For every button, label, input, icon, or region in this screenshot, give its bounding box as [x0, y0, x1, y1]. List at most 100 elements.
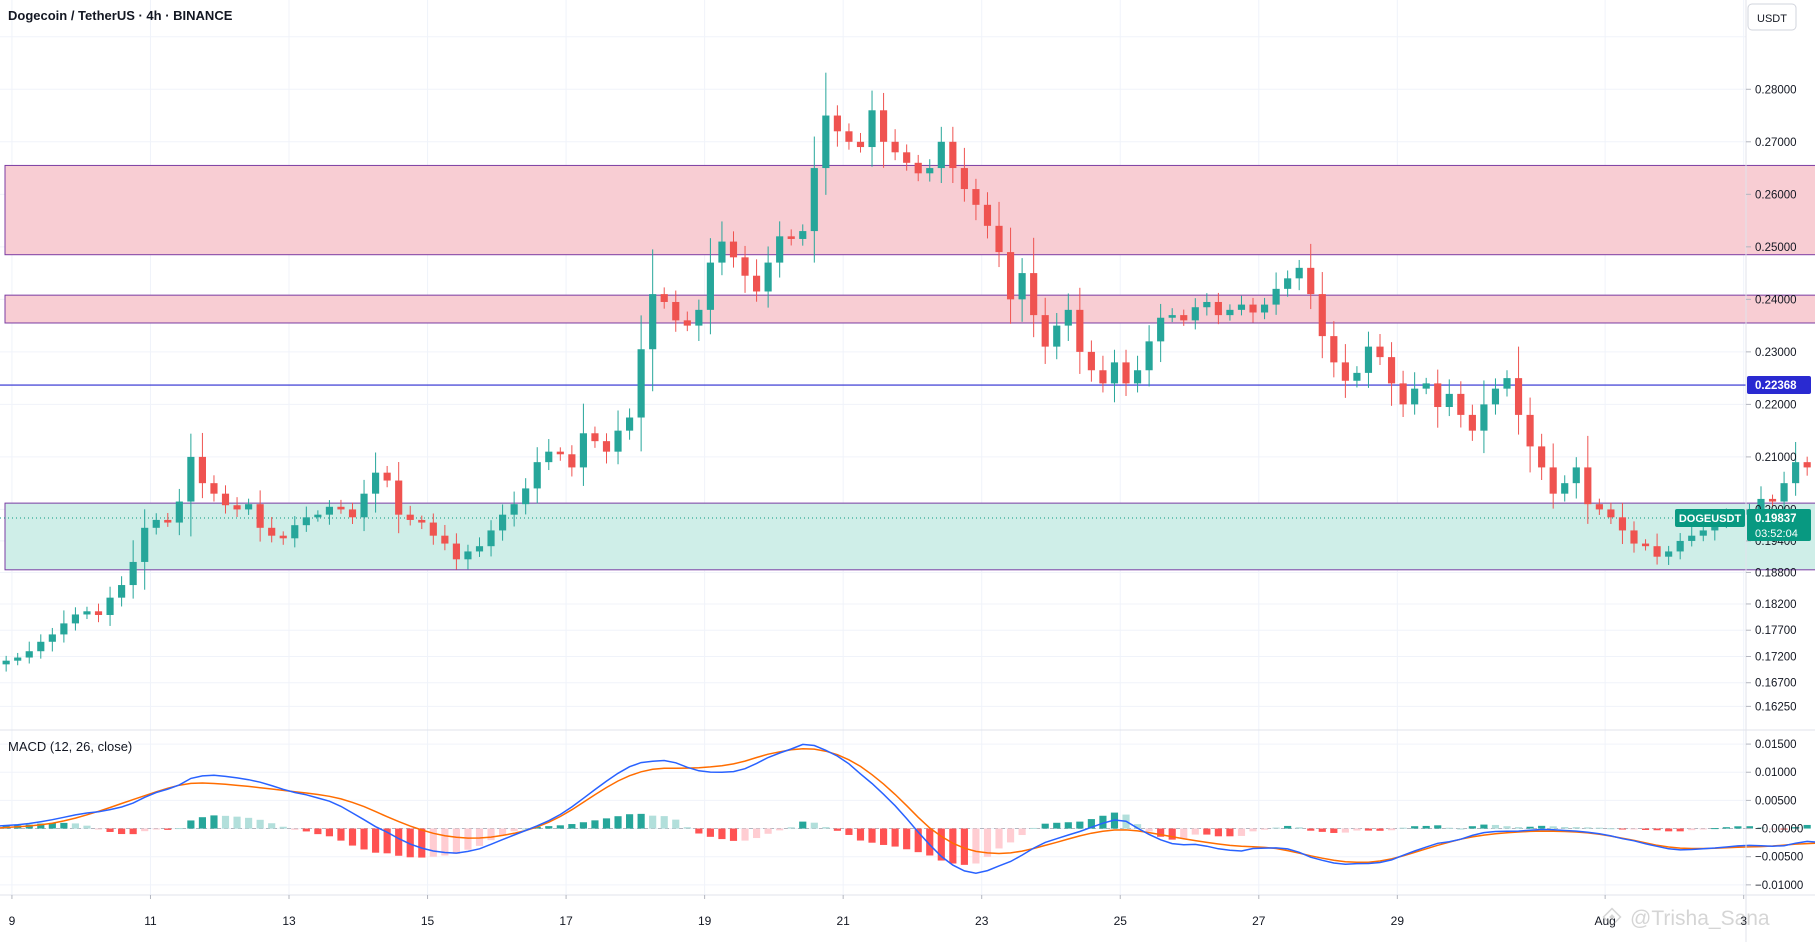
candle	[187, 433, 195, 537]
histogram-bar	[1514, 827, 1523, 829]
candle	[1203, 293, 1211, 316]
level-price-badge[interactable]	[1747, 376, 1811, 395]
candle	[452, 533, 460, 570]
candle-body	[1434, 383, 1442, 408]
candle	[833, 105, 841, 147]
histogram-bar	[637, 813, 645, 829]
candle	[891, 129, 899, 161]
price-tick-label: 0.17700	[1755, 625, 1797, 637]
candle-body	[556, 451, 564, 455]
histogram-bar	[198, 817, 206, 829]
candle-body	[649, 294, 657, 350]
candle-body	[94, 611, 103, 615]
candle-body	[71, 614, 80, 624]
histogram-bar	[1584, 827, 1592, 829]
candle-body	[1203, 301, 1211, 308]
histogram-bar	[1538, 825, 1546, 829]
candle-body	[1053, 325, 1061, 347]
histogram-bar	[187, 820, 195, 829]
candle-body	[418, 519, 426, 523]
signal-line	[0, 747, 1815, 864]
candle	[1480, 380, 1488, 454]
candle-body	[348, 509, 357, 518]
candle	[856, 132, 865, 153]
histogram-bar	[245, 817, 253, 829]
candle	[1445, 379, 1453, 417]
candle-body	[1514, 378, 1523, 415]
candle-body	[360, 493, 368, 518]
candle-body	[1792, 462, 1800, 484]
candle-body	[152, 519, 160, 528]
price-tick-label: 0.28000	[1755, 84, 1797, 96]
candle-body	[718, 241, 726, 263]
candle	[753, 259, 761, 302]
histogram-bar	[1041, 823, 1049, 829]
candle	[776, 221, 784, 278]
histogram-bar	[1272, 827, 1280, 829]
candle-body	[1353, 372, 1361, 381]
candle-body	[1503, 378, 1511, 389]
candle	[1803, 456, 1811, 476]
histogram-bar	[314, 828, 322, 835]
candle	[1422, 377, 1430, 395]
histogram-bar	[545, 826, 553, 829]
candle	[879, 92, 888, 168]
candle-body	[1249, 304, 1257, 313]
histogram-bar	[1214, 828, 1222, 837]
histogram-bar	[1018, 828, 1026, 836]
histogram-bar	[1168, 828, 1176, 840]
time-axis[interactable]: 911131517192123252729Aug3579111315171921…	[9, 895, 1815, 928]
candle-body	[279, 535, 287, 539]
candle-body	[1445, 393, 1453, 408]
candle-body	[164, 519, 172, 523]
histogram-bar	[626, 814, 634, 829]
histogram-bar	[1630, 828, 1638, 830]
histogram-bar	[510, 828, 518, 832]
candle-body	[1665, 551, 1673, 557]
candle-body	[949, 141, 957, 169]
candle-body	[106, 597, 114, 615]
candle	[1561, 475, 1569, 502]
candle-body	[810, 168, 818, 232]
candle	[960, 147, 968, 202]
histogram-bar	[660, 816, 668, 829]
candle-body	[118, 585, 126, 598]
candle	[1341, 344, 1349, 398]
histogram-bar	[833, 828, 841, 831]
histogram-bar	[1561, 827, 1569, 829]
candle	[1133, 355, 1142, 393]
price-tick-label: 0.23000	[1755, 347, 1797, 359]
candle	[2, 655, 10, 672]
price-axis[interactable]: 0.28000 0.27000 0.26000 0.25000 0.24000 0.230…	[1675, 84, 1811, 892]
candle	[937, 126, 945, 184]
candle-body	[1618, 517, 1627, 531]
price-tick-label: 0.22000	[1755, 399, 1797, 411]
candle-body	[1341, 362, 1349, 381]
chart-title: Dogecoin / TetherUS · 4h · BINANCE	[8, 8, 233, 23]
histogram-bar	[949, 828, 957, 864]
candle-body	[545, 451, 553, 463]
histogram-bar	[1191, 828, 1199, 835]
histogram-bar	[279, 826, 287, 829]
histogram-bar	[614, 816, 622, 829]
candle	[799, 224, 807, 246]
candle	[718, 221, 726, 276]
watermark: @Trisha_Sana	[1602, 907, 1770, 930]
histogram-bar	[1237, 828, 1246, 836]
candle-body	[753, 275, 761, 292]
histogram-bar	[325, 828, 333, 837]
candle	[729, 231, 738, 268]
histogram-bar	[1792, 827, 1800, 829]
candle-body	[983, 204, 992, 226]
price-level-line[interactable]	[0, 384, 1746, 519]
candle	[1180, 309, 1188, 326]
currency-button[interactable]: USDT	[1747, 3, 1797, 31]
histogram-bar	[141, 828, 149, 832]
histogram-bar	[256, 819, 264, 829]
candle	[1122, 349, 1130, 396]
candle	[1191, 298, 1199, 330]
candle-body	[1595, 504, 1603, 510]
candle	[845, 123, 853, 150]
